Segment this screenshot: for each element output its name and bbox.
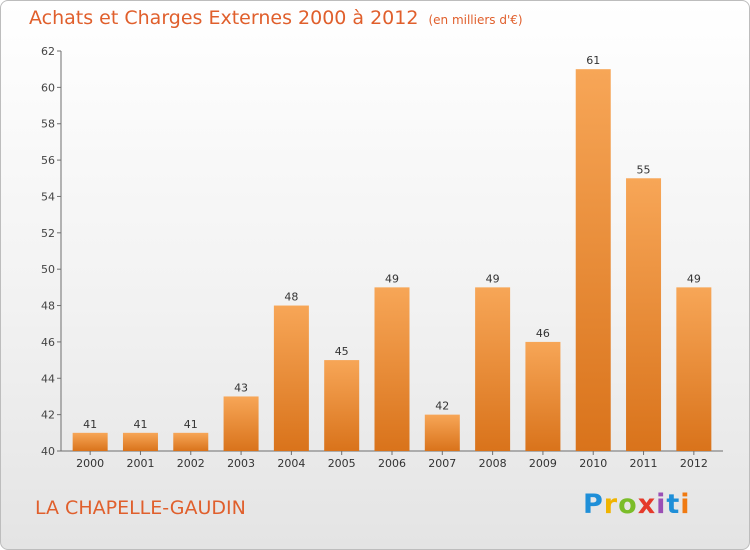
- x-tick-label: 2001: [126, 457, 154, 470]
- bar: [575, 69, 611, 451]
- x-tick-label: 2009: [529, 457, 557, 470]
- bar: [223, 396, 259, 451]
- y-tick-label: 56: [41, 154, 55, 167]
- y-tick-label: 52: [41, 227, 55, 240]
- logo-letter: x: [637, 489, 657, 520]
- chart-title: Achats et Charges Externes 2000 à 2012 (e…: [29, 7, 523, 29]
- bar: [273, 305, 309, 451]
- bar: [424, 414, 460, 451]
- x-tick-label: 2003: [227, 457, 255, 470]
- bar: [173, 432, 209, 451]
- data-label: 46: [536, 327, 550, 340]
- bar: [525, 341, 561, 451]
- x-tick-label: 2011: [630, 457, 658, 470]
- data-label: 41: [133, 418, 147, 431]
- x-tick-label: 2007: [428, 457, 456, 470]
- location-name: LA CHAPELLE-GAUDIN: [35, 497, 246, 519]
- bar: [122, 432, 158, 451]
- logo-letter: t: [666, 489, 681, 520]
- y-tick-label: 62: [41, 45, 55, 58]
- title-text: Achats et Charges Externes 2000 à 2012: [29, 7, 419, 29]
- y-tick-label: 48: [41, 300, 55, 313]
- y-tick-label: 40: [41, 445, 55, 458]
- logo-letter: r: [603, 489, 619, 520]
- logo-letter: o: [618, 489, 638, 520]
- x-tick-label: 2008: [479, 457, 507, 470]
- x-tick-label: 2000: [76, 457, 104, 470]
- logo-letter: i: [656, 489, 667, 520]
- y-tick-label: 46: [41, 336, 55, 349]
- data-label: 45: [335, 345, 349, 358]
- data-label: 61: [586, 54, 600, 67]
- y-tick-label: 50: [41, 263, 55, 276]
- bar: [374, 287, 410, 451]
- x-tick-label: 2002: [177, 457, 205, 470]
- bar: [72, 432, 108, 451]
- data-label: 55: [637, 163, 651, 176]
- data-label: 49: [687, 272, 701, 285]
- data-label: 42: [435, 400, 449, 413]
- data-label: 43: [234, 381, 248, 394]
- bar: [676, 287, 712, 451]
- logo-letter: i: [680, 489, 691, 520]
- data-label: 48: [284, 291, 298, 304]
- y-tick-label: 42: [41, 409, 55, 422]
- bar: [324, 360, 360, 451]
- y-tick-label: 60: [41, 81, 55, 94]
- unit-label: (en milliers d'€): [428, 13, 523, 27]
- data-label: 49: [486, 272, 500, 285]
- bar: [475, 287, 511, 451]
- x-tick-label: 2012: [680, 457, 708, 470]
- y-tick-label: 54: [41, 190, 55, 203]
- data-label: 41: [184, 418, 198, 431]
- logo-letter: P: [583, 489, 604, 520]
- x-tick-label: 2004: [277, 457, 305, 470]
- y-tick-label: 58: [41, 118, 55, 131]
- bar: [626, 178, 662, 452]
- data-label: 41: [83, 418, 97, 431]
- proxiti-logo: Proxiti: [583, 489, 691, 520]
- x-tick-label: 2006: [378, 457, 406, 470]
- x-tick-label: 2005: [328, 457, 356, 470]
- x-tick-label: 2010: [579, 457, 607, 470]
- y-tick-label: 44: [41, 372, 55, 385]
- data-label: 49: [385, 272, 399, 285]
